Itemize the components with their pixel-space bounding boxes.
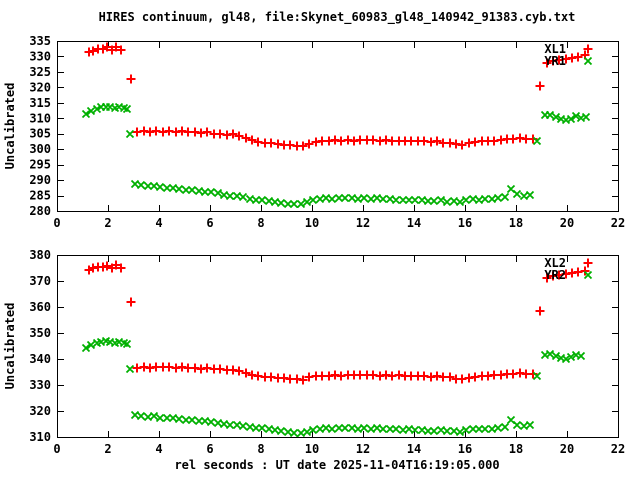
ylabel-bottom: Uncalibrated	[3, 303, 17, 390]
x-tick-label: 0	[53, 442, 60, 456]
plus-marker-icon	[583, 258, 593, 268]
x-tick-label: 18	[509, 216, 523, 230]
plot-border	[57, 41, 619, 212]
tick-marks	[57, 41, 619, 212]
series-XL1-points	[84, 42, 590, 151]
series-YR2-points	[81, 336, 586, 438]
y-tick-label: 370	[29, 274, 51, 288]
y-tick-label: 325	[29, 65, 51, 79]
tick-marks	[57, 255, 619, 438]
y-tick-label: 330	[29, 378, 51, 392]
x-tick-label: 2	[104, 216, 111, 230]
x-tick-label: 12	[356, 216, 370, 230]
y-tick-label: 335	[29, 34, 51, 48]
x-tick-label: 16	[458, 216, 472, 230]
panels-group: 0 2 4 6 8 10 12 14 16 18 20 22280285290295300305310…	[29, 34, 625, 456]
cross-marker-icon	[583, 270, 593, 280]
legend-label: YR1	[544, 54, 566, 68]
x-tick-label: 6	[206, 442, 213, 456]
y-tick-label: 290	[29, 173, 51, 187]
y-tick-label: 300	[29, 142, 51, 156]
y-tick-label: 350	[29, 326, 51, 340]
y-tick-label: 360	[29, 300, 51, 314]
y-tick-label: 310	[29, 430, 51, 444]
xlabel: rel seconds : UT date 2025-11-04T16:19:0…	[174, 458, 499, 472]
y-tick-label: 315	[29, 96, 51, 110]
x-tick-label: 18	[509, 442, 523, 456]
y-tick-label: 380	[29, 248, 51, 262]
x-tick-label: 20	[560, 216, 574, 230]
legend-label: XL1	[544, 42, 566, 56]
legend-entry-XL1: XL1	[544, 42, 593, 56]
x-tick-label: 4	[155, 442, 162, 456]
y-tick-label: 285	[29, 189, 51, 203]
x-tick-label: 10	[305, 442, 319, 456]
x-tick-label: 6	[206, 216, 213, 230]
legend-label: XL2	[544, 256, 566, 270]
legend-entry-YR2: YR2	[544, 268, 593, 282]
panel-bottom: 0 2 4 6 8 10 12 14 16 18 20 22 310 320 330 340 350 360 370…	[29, 248, 625, 456]
x-tick-label: 10	[305, 216, 319, 230]
y-tick-label: 340	[29, 352, 51, 366]
y-tick-label: 320	[29, 404, 51, 418]
x-tick-label: 2	[104, 442, 111, 456]
y-tick-label: 280	[29, 204, 51, 218]
x-tick-label: 14	[407, 442, 421, 456]
x-tick-label: 22	[611, 216, 625, 230]
legend-entry-XL2: XL2	[544, 256, 593, 270]
ylabel-top: Uncalibrated	[3, 83, 17, 170]
plus-marker-icon	[583, 44, 593, 54]
y-tick-label: 320	[29, 80, 51, 94]
x-tick-label: 0	[53, 216, 60, 230]
x-tick-label: 20	[560, 442, 574, 456]
y-tick-label: 310	[29, 111, 51, 125]
x-tick-label: 8	[257, 216, 264, 230]
x-tick-label: 8	[257, 442, 264, 456]
y-tick-label: 295	[29, 158, 51, 172]
x-tick-label: 14	[407, 216, 421, 230]
y-tick-label: 305	[29, 127, 51, 141]
series-YR1-points	[81, 102, 591, 209]
legend-entry-YR1: YR1	[544, 54, 593, 68]
x-tick-label: 4	[155, 216, 162, 230]
x-tick-label: 22	[611, 442, 625, 456]
plot-border	[57, 255, 619, 438]
series-XL2-points	[84, 260, 590, 385]
y-tick-label: 330	[29, 49, 51, 63]
cross-marker-icon	[583, 56, 593, 66]
legend-label: YR2	[544, 268, 566, 282]
chart-title: HIRES continuum, gl48, file:Skynet_60983…	[99, 10, 576, 25]
x-tick-label: 16	[458, 442, 472, 456]
x-tick-label: 12	[356, 442, 370, 456]
